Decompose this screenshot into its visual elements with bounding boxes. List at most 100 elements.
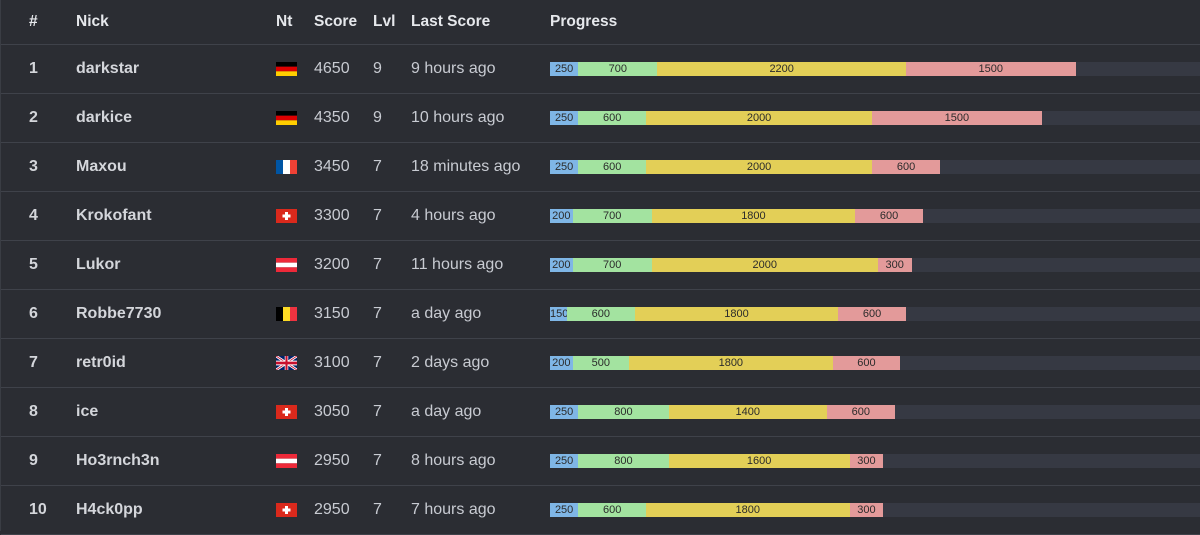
progress-segment-2: 500 [572, 356, 630, 370]
progress-segment-3: 2000 [646, 111, 873, 125]
score: 2950 [314, 501, 350, 518]
progress-segment-4: 1500 [906, 62, 1076, 76]
player-nick[interactable]: ice [76, 403, 99, 420]
progress-bar: 200 700 2000 300 [550, 258, 1200, 272]
flag-france-icon [276, 143, 297, 191]
last-score-time: 10 hours ago [411, 109, 505, 126]
last-score-time: 8 hours ago [411, 452, 496, 469]
table-header: # Nick Nt Score Lvl Last Score Progress [1, 0, 1200, 45]
level: 7 [373, 158, 382, 175]
table-row[interactable]: 10 H4ck0pp 2950 7 7 hours ago 250 600 1800… [1, 486, 1200, 535]
header-score[interactable]: Score [314, 13, 358, 30]
player-nick[interactable]: darkice [76, 109, 133, 126]
rank: 9 [29, 452, 38, 469]
progress-segment-2: 700 [578, 62, 658, 76]
player-nick[interactable]: darkstar [76, 60, 140, 77]
header-level[interactable]: Lvl [373, 13, 396, 30]
rank: 8 [29, 403, 38, 420]
progress-bar: 250 600 2000 600 [550, 160, 1200, 174]
progress-segment-1: 250 [550, 111, 579, 125]
progress-segment-1: 250 [550, 503, 579, 517]
table-row[interactable]: 7 retr0id 3100 7 2 days ago 200 500 1800 60… [1, 339, 1200, 388]
player-nick[interactable]: Maxou [76, 158, 127, 175]
rank: 4 [29, 207, 38, 224]
score: 3200 [314, 256, 350, 273]
score: 3100 [314, 354, 350, 371]
rank: 10 [29, 501, 47, 518]
last-score-time: a day ago [411, 305, 482, 322]
level: 7 [373, 305, 382, 322]
progress-bar: 250 600 1800 300 [550, 503, 1200, 517]
progress-segment-4: 1500 [872, 111, 1042, 125]
last-score-time: 2 days ago [411, 354, 490, 371]
table-row[interactable]: 3 Maxou 3450 7 18 minutes ago 250 600 2000… [1, 143, 1200, 192]
score: 2950 [314, 452, 350, 469]
header-nick[interactable]: Nick [76, 13, 109, 30]
table-row[interactable]: 6 Robbe7730 3150 7 a day ago 150 600 1800 6… [1, 290, 1200, 339]
header-last-score[interactable]: Last Score [411, 13, 491, 30]
progress-segment-3: 1800 [629, 356, 833, 370]
level: 7 [373, 452, 382, 469]
player-nick[interactable]: Krokofant [76, 207, 152, 224]
rank: 1 [29, 60, 38, 77]
level: 7 [373, 501, 382, 518]
header-nationality[interactable]: Nt [276, 13, 293, 30]
last-score-time: 7 hours ago [411, 501, 496, 518]
progress-segment-4: 600 [838, 307, 907, 321]
header-rank[interactable]: # [29, 13, 38, 30]
score: 3450 [314, 158, 350, 175]
progress-segment-1: 250 [550, 62, 579, 76]
progress-segment-4: 600 [826, 405, 895, 419]
rank: 3 [29, 158, 38, 175]
score: 3050 [314, 403, 350, 420]
player-nick[interactable]: Robbe7730 [76, 305, 162, 322]
table-row[interactable]: 8 ice 3050 7 a day ago 250 800 1400 600 [1, 388, 1200, 437]
progress-segment-4: 600 [872, 160, 940, 174]
table-row[interactable]: 5 Lukor 3200 7 11 hours ago 200 700 2000 30… [1, 241, 1200, 290]
table-row[interactable]: 1 darkstar 4650 9 9 hours ago 250 700 2200… [1, 45, 1200, 94]
progress-segment-4: 300 [849, 503, 884, 517]
table-row[interactable]: 2 darkice 4350 9 10 hours ago 250 600 2000… [1, 94, 1200, 143]
score: 4350 [314, 109, 350, 126]
progress-segment-1: 150 [550, 307, 567, 321]
progress-segment-1: 200 [550, 356, 573, 370]
score: 4650 [314, 60, 350, 77]
progress-segment-3: 2000 [651, 258, 878, 272]
last-score-time: 4 hours ago [411, 207, 496, 224]
rank: 7 [29, 354, 38, 371]
rank: 6 [29, 305, 38, 322]
progress-segment-1: 250 [550, 405, 579, 419]
flag-belgium-icon [276, 290, 297, 338]
flag-germany-icon [276, 94, 297, 142]
table-row[interactable]: 9 Ho3rnch3n 2950 7 8 hours ago 250 800 160… [1, 437, 1200, 486]
last-score-time: 9 hours ago [411, 60, 496, 77]
progress-segment-2: 800 [578, 405, 669, 419]
flag-united-kingdom-icon [276, 339, 297, 387]
progress-segment-1: 250 [550, 160, 579, 174]
score: 3300 [314, 207, 350, 224]
player-nick[interactable]: H4ck0pp [76, 501, 143, 518]
player-nick[interactable]: Lukor [76, 256, 121, 273]
flag-switzerland-icon [276, 192, 297, 240]
progress-bar: 200 700 1800 600 [550, 209, 1200, 223]
progress-segment-1: 200 [550, 209, 573, 223]
player-nick[interactable]: Ho3rnch3n [76, 452, 160, 469]
progress-segment-2: 600 [578, 111, 647, 125]
progress-segment-3: 1800 [634, 307, 839, 321]
progress-bar: 250 600 2000 1500 [550, 111, 1200, 125]
progress-segment-1: 250 [550, 454, 579, 468]
rank: 2 [29, 109, 38, 126]
flag-switzerland-icon [276, 388, 297, 436]
progress-bar: 250 800 1400 600 [550, 405, 1200, 419]
player-nick[interactable]: retr0id [76, 354, 126, 371]
progress-segment-2: 700 [572, 258, 652, 272]
progress-segment-2: 800 [578, 454, 669, 468]
level: 7 [373, 354, 382, 371]
progress-segment-1: 200 [550, 258, 573, 272]
table-row[interactable]: 4 Krokofant 3300 7 4 hours ago 200 700 180… [1, 192, 1200, 241]
progress-bar: 250 700 2200 1500 [550, 62, 1200, 76]
rank: 5 [29, 256, 38, 273]
progress-segment-4: 300 [849, 454, 884, 468]
last-score-time: 18 minutes ago [411, 158, 521, 175]
